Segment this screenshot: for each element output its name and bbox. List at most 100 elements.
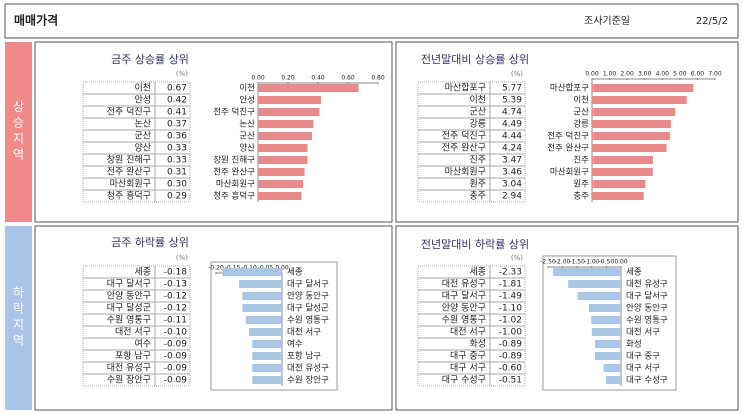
table-cell xyxy=(154,313,191,327)
chart-frame xyxy=(542,255,677,391)
bar xyxy=(568,280,621,288)
bar xyxy=(577,292,621,300)
y-tick-label: 대전 유성구 xyxy=(287,363,329,374)
chart-frame xyxy=(210,261,338,391)
table-name: 대구 수성구 xyxy=(442,375,486,386)
table-name: 충주 xyxy=(469,191,486,202)
table-name: 대구 서구 xyxy=(450,363,486,374)
table-name: 전주 완산구 xyxy=(442,143,486,154)
table-cell xyxy=(489,373,526,387)
x-tick-label: 0.00 xyxy=(585,71,599,78)
table-name: 안양 동안구 xyxy=(107,291,151,302)
bar xyxy=(603,364,621,372)
bar xyxy=(242,304,282,312)
x-tick-label: 2.00 xyxy=(620,71,634,78)
table-cell xyxy=(154,141,191,155)
table-cell xyxy=(489,165,526,179)
table-name: 강릉 xyxy=(469,119,486,130)
table-cell xyxy=(154,325,191,339)
y-tick-label: 대구 서구 xyxy=(626,364,660,374)
bar xyxy=(245,316,282,324)
table-value: -1.10 xyxy=(499,304,523,314)
y-tick-label: 마산합포구 xyxy=(550,83,589,94)
table-cell xyxy=(489,361,526,375)
table-name: 세종 xyxy=(134,267,151,278)
table-cell xyxy=(154,93,191,107)
table-cell xyxy=(154,129,191,143)
table-cell xyxy=(154,301,191,315)
bar xyxy=(592,120,671,128)
y-tick-label: 포항 남구 xyxy=(287,352,321,362)
page-title: 매매가격 xyxy=(14,13,58,28)
side-label: 하락지역 xyxy=(5,226,32,410)
bar xyxy=(592,144,667,152)
x-tick-label: 4.00 xyxy=(656,71,670,78)
table-name: 논산 xyxy=(134,119,151,130)
table-name: 수원 영통구 xyxy=(107,315,151,326)
table-value: -0.89 xyxy=(499,340,523,350)
y-tick-label: 충주 xyxy=(573,192,589,202)
bar xyxy=(239,280,282,288)
table-name: 군산 xyxy=(134,131,151,142)
bar xyxy=(258,132,312,140)
bar xyxy=(588,304,621,312)
bar xyxy=(242,292,282,300)
bar xyxy=(592,96,687,104)
date: 22/5/2 xyxy=(696,16,728,27)
table-value: 0.37 xyxy=(167,120,187,130)
x-tick-label: 0.00 xyxy=(275,265,289,272)
bar xyxy=(258,156,308,164)
table-value: -1.02 xyxy=(499,316,522,326)
table-cell xyxy=(154,189,191,203)
table-value: -0.12 xyxy=(164,292,187,302)
bar xyxy=(591,328,621,336)
table-cell xyxy=(154,373,191,387)
y-tick-label: 전주 완산구 xyxy=(213,167,255,178)
bar xyxy=(258,108,320,116)
table-name: 이천 xyxy=(469,95,486,106)
table-value: -0.60 xyxy=(499,364,523,374)
table-cell xyxy=(154,337,191,351)
table-value: 5.39 xyxy=(502,96,522,106)
y-tick-label: 화성 xyxy=(626,340,642,350)
table-name: 대구 중구 xyxy=(450,351,486,362)
table-value: 4.74 xyxy=(502,108,522,118)
table-value: -1.49 xyxy=(499,292,523,302)
table-cell xyxy=(489,313,526,327)
table-name: 안성 xyxy=(134,95,151,106)
bar xyxy=(258,120,314,128)
table-value: 0.29 xyxy=(167,192,187,202)
y-tick-label: 전주 완산구 xyxy=(547,143,589,154)
y-tick-label: 이천 xyxy=(573,95,589,106)
table-value: 0.33 xyxy=(167,156,187,166)
bar xyxy=(252,352,282,360)
table-cell xyxy=(154,277,191,291)
table-value: 0.41 xyxy=(167,108,187,118)
table-name: 여수 xyxy=(134,338,151,350)
y-tick-label: 대전 서구 xyxy=(287,327,321,338)
table-name: 안양 동안구 xyxy=(442,303,486,314)
table-value: 3.47 xyxy=(502,156,522,166)
unit: (%) xyxy=(176,70,188,78)
table-cell xyxy=(489,337,526,351)
x-tick-label: 0.40 xyxy=(311,75,325,82)
panel-title: 전년말대비 하락률 상위 xyxy=(421,237,529,251)
bar xyxy=(252,376,282,384)
table-cell xyxy=(489,189,526,203)
y-tick-label: 대구 수성구 xyxy=(626,376,668,386)
table-value: 0.31 xyxy=(167,168,187,178)
table-value: 4.24 xyxy=(502,144,522,154)
table-cell xyxy=(489,81,526,95)
table-value: -0.89 xyxy=(499,352,523,362)
y-tick-label: 안양 동안구 xyxy=(287,291,329,302)
table-name: 세종 xyxy=(469,267,486,278)
table-value: -0.18 xyxy=(164,268,188,278)
table-value: -0.10 xyxy=(164,328,188,338)
bar xyxy=(252,364,282,372)
panel xyxy=(34,41,393,223)
bar xyxy=(592,84,694,92)
table-value: 3.04 xyxy=(502,180,522,190)
y-tick-label: 원주 xyxy=(573,180,589,190)
table-name: 대구 달서구 xyxy=(107,278,151,290)
y-tick-label: 수원 장안구 xyxy=(287,375,329,386)
